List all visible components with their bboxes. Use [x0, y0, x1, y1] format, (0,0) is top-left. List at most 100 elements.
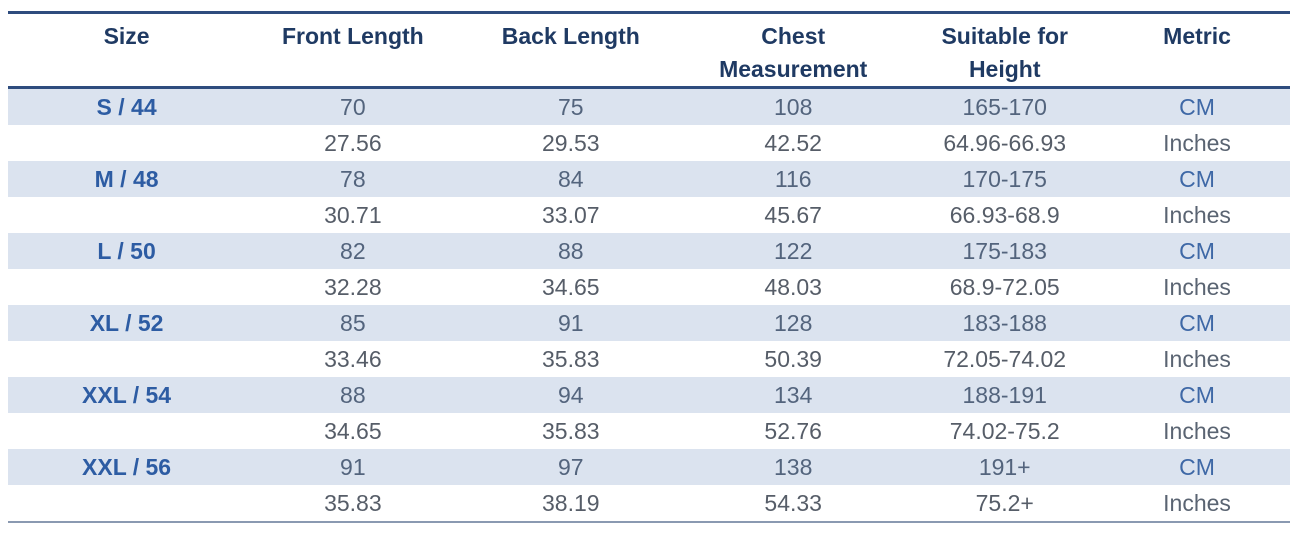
col-header-line1: Metric	[1163, 23, 1231, 49]
cell-suitable-height: 64.96-66.93	[943, 130, 1067, 156]
table-row: L / 50 82 88 122 175-183 CM	[8, 233, 1290, 269]
col-header-line2: Height	[968, 56, 1041, 82]
cell-metric: CM	[1179, 166, 1215, 192]
col-header-suitable-height: Suitable for Height	[905, 12, 1105, 89]
cell-back-length: 97	[557, 454, 584, 480]
col-header-line1: Back Length	[501, 23, 640, 49]
col-header-front-length: Front Length	[245, 12, 461, 89]
cell-chest-measurement: 122	[774, 238, 813, 264]
cell-metric: Inches	[1163, 130, 1231, 156]
table-row: XXL / 54 88 94 134 188-191 CM	[8, 377, 1290, 413]
cell-back-length: 88	[557, 238, 584, 264]
cell-chest-measurement: 50.39	[764, 346, 822, 372]
table-row: 33.46 35.83 50.39 72.05-74.02 Inches	[8, 341, 1290, 377]
table-row: S / 44 70 75 108 165-170 CM	[8, 87, 1290, 125]
cell-metric: CM	[1179, 382, 1215, 408]
cell-back-length: 33.07	[542, 202, 600, 228]
cell-suitable-height: 170-175	[962, 166, 1047, 192]
cell-suitable-height: 165-170	[962, 94, 1047, 120]
cell-front-length: 35.83	[324, 490, 382, 516]
cell-front-length: 88	[340, 382, 366, 408]
table-row: 34.65 35.83 52.76 74.02-75.2 Inches	[8, 413, 1290, 449]
cell-front-length: 85	[340, 310, 366, 336]
cell-size: XXL / 56	[82, 454, 172, 480]
table-header: Size Front Length Back Length Chest Meas…	[8, 12, 1290, 89]
cell-back-length: 94	[557, 382, 584, 408]
cell-chest-measurement: 48.03	[764, 274, 822, 300]
col-header-metric: Metric	[1104, 12, 1290, 89]
table-row: 35.83 38.19 54.33 75.2+ Inches	[8, 485, 1290, 522]
cell-chest-measurement: 52.76	[764, 418, 822, 444]
cell-back-length: 91	[557, 310, 584, 336]
cell-size: S / 44	[96, 94, 157, 120]
cell-metric: CM	[1179, 454, 1215, 480]
cell-back-length: 38.19	[542, 490, 600, 516]
cell-front-length: 82	[340, 238, 366, 264]
cell-back-length: 29.53	[542, 130, 600, 156]
col-header-back-length: Back Length	[460, 12, 682, 89]
cell-back-length: 35.83	[542, 346, 600, 372]
cell-chest-measurement: 116	[774, 166, 812, 192]
cell-front-length: 30.71	[324, 202, 382, 228]
size-chart-table: Size Front Length Back Length Chest Meas…	[8, 11, 1290, 523]
cell-suitable-height: 74.02-75.2	[949, 418, 1060, 444]
col-header-line1: Chest	[761, 23, 826, 49]
cell-front-length: 91	[340, 454, 366, 480]
col-header-line1: Suitable for	[941, 23, 1068, 49]
cell-size: L / 50	[97, 238, 156, 264]
cell-size	[8, 197, 245, 233]
cell-chest-measurement: 42.52	[764, 130, 822, 156]
cell-front-length: 78	[340, 166, 366, 192]
col-header-line1: Front Length	[281, 23, 424, 49]
cell-metric: Inches	[1163, 346, 1231, 372]
header-row: Size Front Length Back Length Chest Meas…	[8, 12, 1290, 89]
cell-back-length: 84	[557, 166, 584, 192]
table-row: M / 48 78 84 116 170-175 CM	[8, 161, 1290, 197]
cell-suitable-height: 175-183	[962, 238, 1047, 264]
cell-metric: Inches	[1163, 490, 1231, 516]
cell-front-length: 33.46	[324, 346, 382, 372]
cell-size	[8, 413, 245, 449]
cell-size	[8, 485, 245, 522]
cell-suitable-height: 66.93-68.9	[949, 202, 1060, 228]
cell-metric: CM	[1179, 94, 1215, 120]
cell-suitable-height: 68.9-72.05	[949, 274, 1060, 300]
cell-suitable-height: 191+	[978, 454, 1031, 480]
cell-size: XL / 52	[89, 310, 164, 336]
cell-chest-measurement: 54.33	[764, 490, 822, 516]
cell-metric: Inches	[1163, 202, 1231, 228]
cell-size: XXL / 54	[82, 382, 172, 408]
cell-front-length: 34.65	[324, 418, 382, 444]
table-row: XXL / 56 91 97 138 191+ CM	[8, 449, 1290, 485]
cell-chest-measurement: 45.67	[764, 202, 822, 228]
table-body: S / 44 70 75 108 165-170 CM 27.56 29.53 42.52 64.…	[8, 87, 1290, 522]
cell-size	[8, 125, 245, 161]
cell-suitable-height: 183-188	[962, 310, 1047, 336]
table-row: 27.56 29.53 42.52 64.96-66.93 Inches	[8, 125, 1290, 161]
table-row: 30.71 33.07 45.67 66.93-68.9 Inches	[8, 197, 1290, 233]
cell-chest-measurement: 138	[774, 454, 813, 480]
cell-metric: CM	[1179, 238, 1215, 264]
cell-size	[8, 341, 245, 377]
cell-back-length: 34.65	[542, 274, 600, 300]
cell-size	[8, 269, 245, 305]
cell-metric: Inches	[1163, 274, 1231, 300]
cell-chest-measurement: 108	[774, 94, 813, 120]
cell-chest-measurement: 128	[774, 310, 813, 336]
col-header-line2: Measurement	[719, 56, 868, 82]
col-header-line1: Size	[103, 23, 150, 49]
cell-size: M / 48	[94, 166, 159, 192]
cell-front-length: 32.28	[324, 274, 382, 300]
cell-back-length: 35.83	[542, 418, 600, 444]
col-header-chest-measurement: Chest Measurement	[681, 12, 906, 89]
cell-metric: Inches	[1163, 418, 1231, 444]
cell-suitable-height: 75.2+	[975, 490, 1034, 516]
cell-suitable-height: 72.05-74.02	[943, 346, 1067, 372]
cell-suitable-height: 188-191	[962, 382, 1047, 408]
col-header-size: Size	[8, 12, 246, 89]
cell-front-length: 27.56	[324, 130, 382, 156]
cell-front-length: 70	[340, 94, 366, 120]
table-row: XL / 52 85 91 128 183-188 CM	[8, 305, 1290, 341]
cell-metric: CM	[1179, 310, 1215, 336]
cell-back-length: 75	[557, 94, 584, 120]
